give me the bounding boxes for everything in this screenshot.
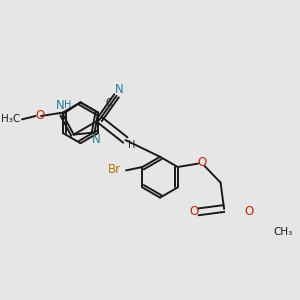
Text: Br: Br — [107, 163, 121, 176]
Text: C: C — [106, 98, 112, 108]
Text: H₃C: H₃C — [1, 114, 20, 124]
Text: O: O — [244, 206, 254, 218]
Text: O: O — [197, 156, 206, 169]
Text: O: O — [35, 109, 44, 122]
Text: N: N — [56, 100, 65, 112]
Text: CH₃: CH₃ — [274, 226, 293, 237]
Text: H: H — [64, 100, 71, 110]
Text: N: N — [115, 83, 124, 96]
Text: O: O — [189, 206, 199, 218]
Text: N: N — [92, 133, 100, 146]
Text: H: H — [128, 140, 136, 151]
